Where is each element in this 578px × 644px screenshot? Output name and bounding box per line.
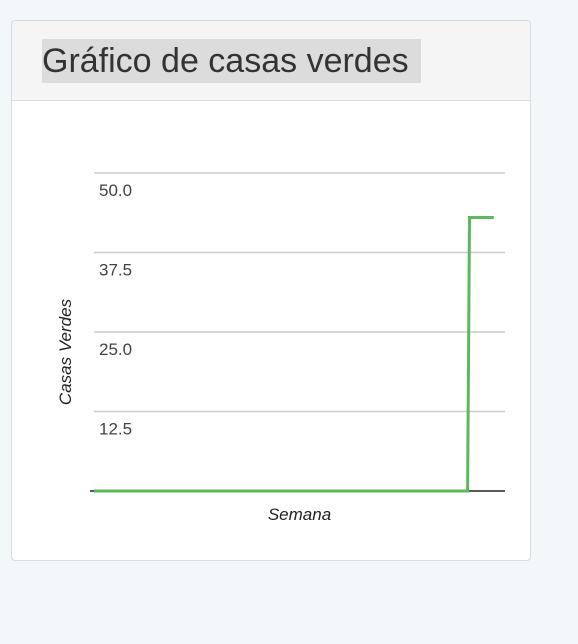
y-tick-label: 25.0 [99, 340, 132, 359]
chart-title: Gráfico de casas verdes [42, 39, 421, 83]
chart-title-text: Gráfico de casas verdes [42, 42, 409, 80]
y-tick-label: 37.5 [99, 261, 132, 280]
series-line [94, 216, 494, 493]
line-chart: 12.5 25.0 37.5 50.0 Casas Verdes Semana [56, 172, 505, 524]
y-axis-title: Casas Verdes [56, 298, 75, 405]
x-axis-title: Semana [268, 505, 331, 524]
chart-panel: Gráfico de casas verdes 12.5 25.0 37.5 50.0… [11, 20, 531, 561]
y-tick-label: 12.5 [99, 420, 132, 439]
grid-lines [94, 172, 505, 413]
y-tick-labels: 12.5 25.0 37.5 50.0 [99, 181, 132, 439]
y-tick-label: 50.0 [99, 181, 132, 200]
series-lines [94, 216, 494, 493]
panel-header: Gráfico de casas verdes [12, 21, 530, 101]
